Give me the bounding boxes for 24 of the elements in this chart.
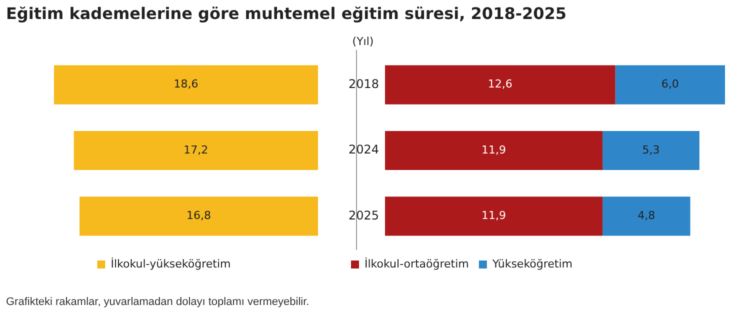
legend-label: Yükseköğretim (491, 257, 573, 270)
bar (615, 65, 725, 104)
bar (602, 196, 690, 236)
y-tick-label: 2024 (348, 142, 379, 157)
data-label: 12,6 (488, 78, 512, 91)
data-label: 18,6 (174, 78, 198, 91)
data-label: 6,0 (661, 78, 679, 91)
legend-label: İlkokul-yükseköğretim (110, 256, 231, 270)
bar (385, 196, 603, 236)
data-label: 11,9 (482, 209, 506, 222)
y-axis-title: (Yıl) (352, 34, 374, 48)
data-label: 5,3 (642, 143, 660, 156)
bar (385, 130, 603, 170)
data-label: 11,9 (482, 143, 506, 156)
data-label: 17,2 (184, 143, 208, 156)
bar (602, 130, 700, 170)
chart-title: Eğitim kademelerine göre muhtemel eğitim süresi, 2018-2025 (6, 4, 566, 23)
data-label: 4,8 (638, 209, 656, 222)
bar (385, 65, 616, 104)
legend-label: İlkokul-ortaöğretim (364, 256, 469, 270)
text: Grafikteki rakamlar, yuvarlamadan dolayı toplamı vermeyebilir. (6, 296, 310, 308)
y-tick-label: 2025 (348, 208, 379, 222)
data-label: 16,8 (186, 209, 212, 222)
y-tick-label: 2018 (348, 76, 379, 91)
